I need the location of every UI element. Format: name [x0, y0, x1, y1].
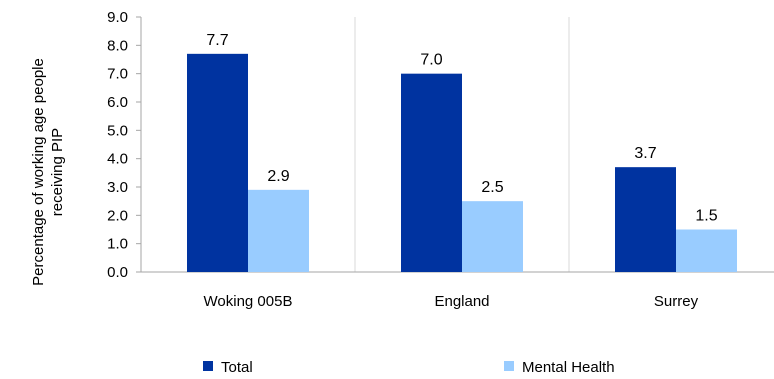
y-tick-label: 5.0: [107, 122, 128, 139]
category-label: Woking 005B: [204, 293, 293, 310]
bar: [248, 189, 309, 272]
legend-label-total: Total: [221, 359, 253, 376]
y-tick-label: 2.0: [107, 207, 128, 224]
data-label: 2.9: [267, 168, 289, 185]
grid-lines: [354, 17, 570, 272]
data-label: 2.5: [481, 179, 503, 196]
y-tick-label: 0.0: [107, 264, 128, 281]
y-tick-labels: 0.0 1.0 2.0 3.0 4.0 5.0 6.0 7.0 8.0 9.0: [107, 9, 141, 281]
y-tick-label: 8.0: [107, 37, 128, 54]
y-axis-title: Percentage of working age people receivi…: [30, 58, 66, 286]
category-label: England: [434, 293, 489, 310]
bar: [615, 167, 676, 272]
bar: [187, 53, 248, 273]
category-label: Surrey: [654, 293, 699, 310]
bars: [187, 53, 737, 273]
data-label: 7.0: [420, 52, 442, 69]
data-label: 7.7: [206, 32, 228, 49]
y-tick-label: 3.0: [107, 179, 128, 196]
category-labels: Woking 005B England Surrey: [204, 293, 699, 310]
data-labels: 7.7 2.9 7.0 2.5 3.7 1.5: [206, 32, 717, 225]
y-tick-label: 1.0: [107, 236, 128, 253]
y-tick-label: 4.0: [107, 151, 128, 168]
legend-swatch-total: [203, 361, 213, 371]
y-tick-label: 7.0: [107, 66, 128, 83]
legend: Total Mental Health: [203, 359, 615, 376]
bar: [462, 201, 523, 272]
y-axis-title-line-1: Percentage of working age people: [30, 58, 47, 286]
y-tick-label: 9.0: [107, 9, 128, 26]
data-label: 1.5: [695, 208, 717, 225]
legend-label-mental-health: Mental Health: [522, 359, 615, 376]
bar: [401, 73, 462, 273]
bar: [676, 229, 737, 272]
y-axis-title-line-2: receiving PIP: [49, 128, 66, 216]
data-label: 3.7: [634, 145, 656, 162]
y-tick-label: 6.0: [107, 94, 128, 111]
legend-swatch-mental-health: [504, 361, 514, 371]
